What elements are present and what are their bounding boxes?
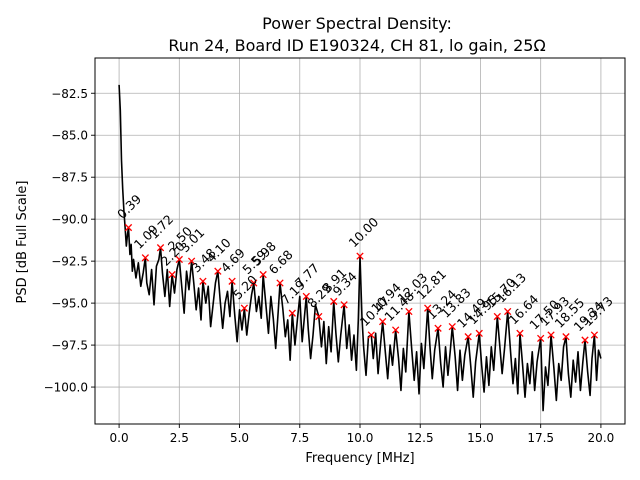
peak-marker bbox=[156, 244, 165, 252]
plot-area bbox=[118, 84, 602, 412]
peak-marker bbox=[391, 326, 400, 334]
y-tick-label: −90.0 bbox=[51, 213, 88, 227]
x-tick-label: 15.0 bbox=[467, 431, 494, 445]
x-axis-label: Frequency [MHz] bbox=[305, 451, 414, 466]
peak-marker bbox=[199, 277, 207, 285]
chart-title: Power Spectral Density: bbox=[262, 14, 452, 33]
peak-marker bbox=[214, 267, 222, 275]
psd-series-line bbox=[118, 84, 602, 412]
y-tick-label: −82.5 bbox=[51, 87, 88, 101]
peak-marker bbox=[124, 223, 133, 232]
peak-marker bbox=[302, 292, 310, 301]
x-tick-label: 2.5 bbox=[170, 431, 189, 445]
peak-marker bbox=[250, 279, 258, 287]
peak-marker bbox=[330, 297, 338, 306]
peak-markers bbox=[124, 223, 599, 344]
peak-marker bbox=[537, 334, 545, 343]
y-tick-label: −97.5 bbox=[51, 339, 88, 353]
x-tick-label: 5.0 bbox=[230, 431, 249, 445]
peak-marker bbox=[367, 331, 375, 339]
peak-marker bbox=[424, 304, 432, 312]
peak-marker bbox=[547, 331, 555, 339]
y-tick-label: −95.0 bbox=[51, 297, 88, 311]
x-axis-ticks: 0.0 2.5 5.0 7.5 10.0 12.5 15.0 17.5 20.0 bbox=[110, 424, 615, 445]
peak-marker bbox=[590, 331, 599, 339]
peak-marker bbox=[168, 270, 176, 279]
peak-marker bbox=[141, 254, 150, 262]
peak-marker bbox=[581, 336, 589, 344]
y-axis-label: PSD [dB Full Scale] bbox=[15, 180, 30, 303]
x-tick-label: 10.0 bbox=[347, 431, 374, 445]
peak-marker bbox=[448, 322, 456, 331]
y-axis-ticks: −82.5 −85.0 −87.5 −90.0 −92.5 −95.0 −97.5 −100.… bbox=[44, 87, 95, 395]
peak-marker bbox=[276, 279, 284, 287]
x-tick-label: 17.5 bbox=[527, 431, 554, 445]
peak-marker bbox=[434, 324, 442, 332]
y-tick-label: −100.0 bbox=[44, 381, 88, 395]
peak-marker bbox=[493, 312, 501, 321]
y-tick-label: −87.5 bbox=[51, 171, 88, 185]
peak-marker bbox=[378, 317, 387, 326]
peak-marker bbox=[315, 312, 323, 321]
peak-marker bbox=[340, 301, 348, 309]
y-tick-label: −85.0 bbox=[51, 129, 88, 143]
chart-subtitle: Run 24, Board ID E190324, CH 81, lo gain… bbox=[168, 36, 545, 55]
peak-marker bbox=[464, 333, 472, 341]
peak-marker bbox=[562, 333, 570, 341]
peak-marker bbox=[175, 255, 183, 264]
x-tick-label: 20.0 bbox=[588, 431, 615, 445]
peak-marker bbox=[516, 329, 524, 337]
peak-marker bbox=[405, 307, 413, 316]
peak-marker bbox=[187, 257, 196, 265]
peak-marker bbox=[228, 277, 236, 285]
peak-marker bbox=[259, 270, 267, 279]
x-tick-label: 0.0 bbox=[110, 431, 129, 445]
peak-marker bbox=[240, 304, 249, 312]
x-tick-label: 7.5 bbox=[290, 431, 309, 445]
peak-marker bbox=[504, 307, 512, 316]
peak-marker bbox=[475, 329, 483, 337]
peak-marker bbox=[288, 309, 296, 317]
peak-marker bbox=[356, 252, 364, 260]
y-tick-label: −92.5 bbox=[51, 255, 88, 269]
x-tick-label: 12.5 bbox=[407, 431, 434, 445]
